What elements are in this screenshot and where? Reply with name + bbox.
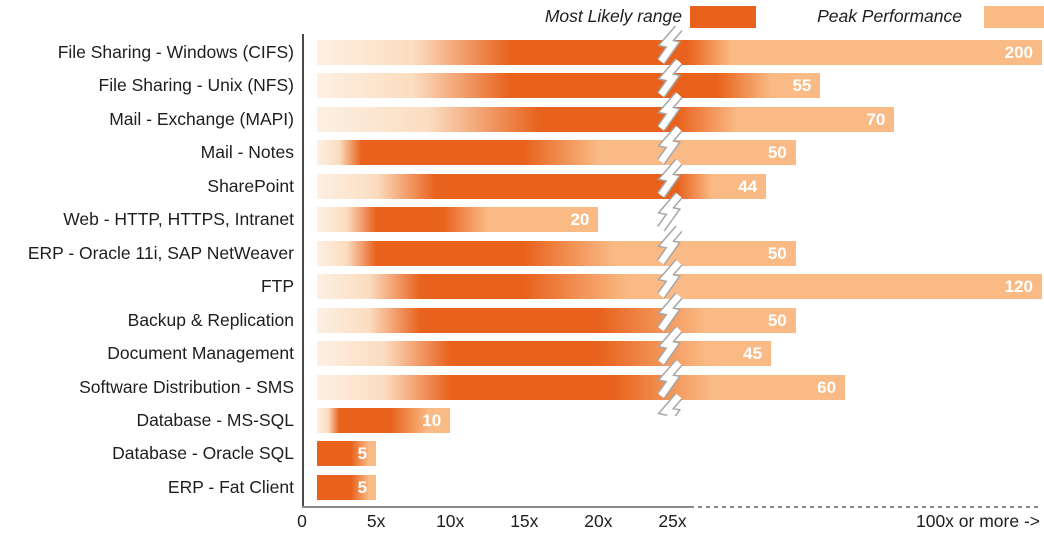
- category-label: Mail - Exchange (MAPI): [109, 108, 294, 129]
- category-label: ERP - Fat Client: [167, 476, 294, 497]
- bar-value: 44: [738, 176, 758, 196]
- bar: 200: [316, 40, 1042, 65]
- bar-value: 55: [792, 76, 812, 96]
- bar: 50: [316, 307, 796, 333]
- category-label: ERP - Oracle 11i, SAP NetWeaver: [27, 242, 294, 263]
- category-label: Mail - Notes: [200, 142, 294, 163]
- bar-value: 50: [767, 243, 787, 263]
- bar: 70: [316, 106, 895, 132]
- legend-swatch-peak-icon: [984, 6, 1044, 28]
- bar-value: 70: [866, 109, 886, 129]
- legend-label-most-likely: Most Likely range: [544, 6, 682, 26]
- y-axis-line: [302, 34, 304, 508]
- x-axis-right-label: 100x or more ->: [915, 511, 1040, 531]
- bar-value: 50: [767, 143, 787, 163]
- category-label: Document Management: [107, 343, 294, 364]
- bar-value: 10: [422, 410, 442, 430]
- bar-value: 60: [817, 377, 837, 397]
- category-label: File Sharing - Unix (NFS): [98, 75, 294, 96]
- bar: 44: [316, 173, 767, 199]
- bar: 5: [316, 474, 377, 500]
- tick-label: 5x: [366, 511, 386, 531]
- bar: 50: [316, 140, 796, 166]
- category-label: Software Distribution - SMS: [79, 376, 294, 397]
- category-label: FTP: [260, 276, 294, 297]
- bar: 20: [316, 207, 599, 233]
- tick-label: 20x: [584, 511, 613, 531]
- bar: 60: [316, 374, 846, 400]
- category-label: Database - Oracle SQL: [112, 443, 294, 464]
- bar: 5: [316, 441, 377, 467]
- bar: 55: [316, 73, 821, 99]
- x-axis-line: [302, 506, 690, 508]
- bar-value: 20: [570, 210, 590, 230]
- tick-label: 15x: [510, 511, 539, 531]
- category-label: File Sharing - Windows (CIFS): [57, 42, 294, 62]
- category-label: Web - HTTP, HTTPS, Intranet: [63, 209, 294, 230]
- tick-label: 10x: [436, 511, 465, 531]
- tick-label: 0: [297, 511, 307, 531]
- bar: 50: [316, 240, 796, 266]
- bar-value: 5: [357, 477, 368, 497]
- axis-break-bolt-icon: [657, 26, 683, 416]
- bar: 120: [316, 274, 1042, 300]
- x-axis-dashed-line: [690, 506, 1042, 508]
- legend-label-peak: Peak Performance: [817, 6, 962, 26]
- bar: 10: [316, 407, 451, 433]
- category-label: Database - MS-SQL: [136, 409, 294, 430]
- bar-value: 5: [357, 444, 368, 464]
- bar-value: 45: [743, 344, 763, 364]
- tick-label: 25x: [658, 511, 687, 531]
- legend-swatch-most-likely-icon: [690, 6, 756, 28]
- bar-value: 50: [767, 310, 787, 330]
- category-label: SharePoint: [207, 175, 294, 196]
- bar-value: 200: [1004, 43, 1033, 62]
- bar: 45: [316, 341, 772, 367]
- bar-value: 120: [1004, 277, 1033, 297]
- category-label: Backup & Replication: [127, 309, 294, 330]
